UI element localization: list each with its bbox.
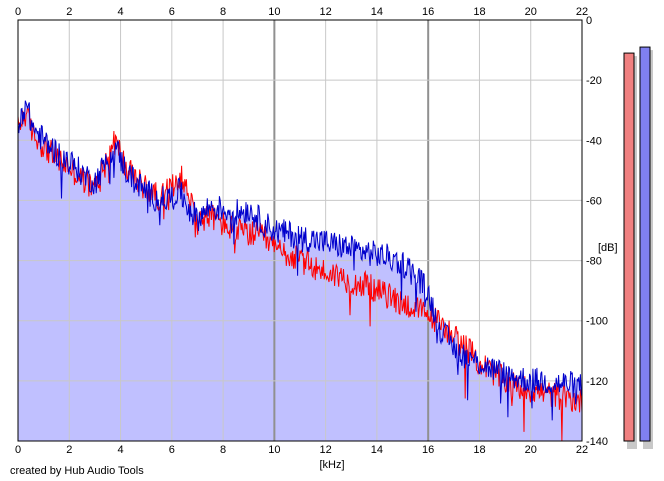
x-tick-label-top: 22 xyxy=(576,6,588,18)
x-tick-label-bottom: 2 xyxy=(66,444,72,456)
y-tick-label: -20 xyxy=(586,75,602,87)
x-tick-label-top: 0 xyxy=(15,6,21,18)
x-tick-label-bottom: 12 xyxy=(320,444,332,456)
x-tick-label-bottom: 18 xyxy=(473,444,485,456)
x-tick-labels-top: 0 2 4 6 8 10 12 14 16 18 20 22 xyxy=(15,6,588,18)
x-axis-label: [kHz] xyxy=(319,459,344,471)
y-tick-label: -80 xyxy=(586,256,602,268)
level-meter-bar-2 xyxy=(639,46,651,442)
x-tick-label-top: 6 xyxy=(169,6,175,18)
y-tick-label: -140 xyxy=(586,436,608,448)
y-tick-label: -60 xyxy=(586,195,602,207)
x-tick-label-top: 2 xyxy=(66,6,72,18)
plot-frame xyxy=(17,19,583,442)
x-tick-label-top: 12 xyxy=(320,6,332,18)
grid xyxy=(17,19,583,442)
x-tick-label-bottom: 6 xyxy=(169,444,175,456)
x-tick-label-bottom: 10 xyxy=(268,444,280,456)
x-tick-label-bottom: 14 xyxy=(371,444,383,456)
x-tick-label-top: 4 xyxy=(117,6,123,18)
x-tick-label-top: 8 xyxy=(220,6,226,18)
x-tick-label-bottom: 20 xyxy=(525,444,537,456)
y-tick-labels: 0 -20 -40 -60 -80 -100 -120 -140 xyxy=(586,15,608,448)
x-tick-label-top: 14 xyxy=(371,6,383,18)
y-axis-label: [dB] xyxy=(598,242,618,254)
y-tick-label: -120 xyxy=(586,376,608,388)
y-tick-label: -100 xyxy=(586,316,608,328)
x-tick-label-bottom: 8 xyxy=(220,444,226,456)
level-meters xyxy=(623,46,653,450)
x-tick-label-top: 10 xyxy=(268,6,280,18)
spectrum-series-line-2 xyxy=(17,100,583,421)
x-tick-labels-bottom: 0 2 4 6 8 10 12 14 16 18 20 22 xyxy=(15,444,588,456)
x-tick-label-bottom: 16 xyxy=(422,444,434,456)
x-tick-label-bottom: 4 xyxy=(117,444,123,456)
y-tick-label: -40 xyxy=(586,135,602,147)
y-tick-label: 0 xyxy=(586,15,592,27)
x-tick-label-top: 20 xyxy=(525,6,537,18)
spectrum-fill-area xyxy=(18,100,582,441)
spectrum-series xyxy=(17,100,583,442)
x-tick-label-top: 16 xyxy=(422,6,434,18)
x-tick-label-bottom: 0 xyxy=(15,444,21,456)
x-tick-label-bottom: 22 xyxy=(576,444,588,456)
x-tick-label-top: 18 xyxy=(473,6,485,18)
level-meter-bar-1 xyxy=(623,52,635,442)
credit-text: created by Hub Audio Tools xyxy=(10,465,144,477)
